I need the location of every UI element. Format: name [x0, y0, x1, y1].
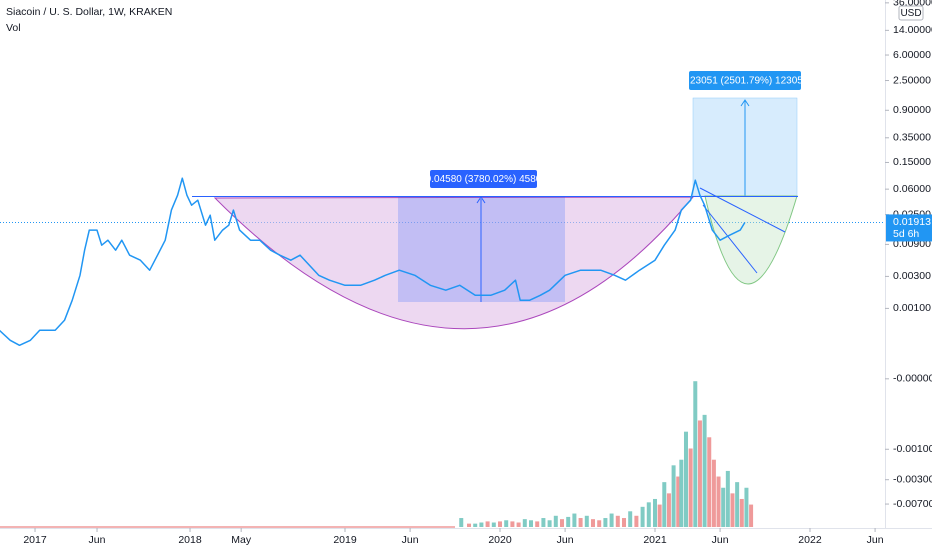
volume-bar	[739, 498, 744, 527]
last-price-box	[886, 214, 932, 242]
volume-bar	[541, 518, 546, 527]
volume-bar	[688, 448, 693, 527]
volume-bar	[559, 519, 564, 527]
x-tick-label: 2017	[23, 534, 47, 546]
y-tick-label: 14.00000	[893, 24, 932, 36]
volume-bar	[479, 522, 484, 527]
volume-bar	[652, 498, 657, 527]
volume-bar	[485, 521, 490, 527]
y-tick-label: 6.00000	[893, 49, 931, 61]
volume-label[interactable]: Vol	[6, 22, 21, 34]
volume-bar	[744, 487, 749, 527]
volume-bar	[572, 513, 577, 527]
x-tick-label: Jun	[557, 534, 574, 546]
volume-bar	[566, 516, 571, 527]
volume-bar	[721, 487, 726, 527]
y-tick-label: 0.00100	[893, 302, 931, 314]
volume-bar	[491, 522, 496, 527]
x-tick-label: Jun	[89, 534, 106, 546]
countdown-label: 5d 6h	[893, 228, 919, 240]
volume-bar	[697, 420, 702, 527]
volume-bar	[707, 437, 712, 527]
volume-bar	[621, 518, 626, 527]
y2-tick-label: -0.00100	[893, 443, 932, 455]
cup-shape[interactable]	[213, 196, 695, 330]
volume-bar	[749, 504, 754, 527]
volume-bar	[693, 381, 698, 527]
volume-bar	[679, 459, 684, 527]
volume-bar	[473, 523, 478, 527]
x-tick-label: 2019	[333, 534, 357, 546]
volume-bar	[467, 523, 472, 527]
volume-bar	[504, 520, 509, 527]
unit-label: USD	[900, 8, 921, 19]
annotation-box	[430, 170, 537, 188]
volume-bar	[711, 459, 716, 527]
volume-bar	[553, 515, 558, 527]
volume-bar	[522, 519, 527, 527]
x-tick-label: 2020	[488, 534, 512, 546]
last-price-label: 0.01913	[893, 216, 931, 228]
y2-tick-label: -0.00300	[893, 473, 932, 485]
volume-bar	[716, 476, 721, 527]
y-tick-label: 36.00000	[893, 0, 932, 9]
arrow-head	[740, 99, 750, 107]
volume-bar	[666, 493, 671, 527]
volume-bar	[578, 518, 583, 527]
volume-bar	[735, 482, 740, 527]
trend-line[interactable]	[699, 187, 786, 233]
volume-bar	[590, 519, 595, 527]
volume-bar	[662, 482, 667, 527]
volume-bar	[676, 476, 681, 527]
price-line	[0, 177, 746, 347]
volume-bar	[516, 522, 521, 527]
volume-bar	[683, 431, 688, 527]
volume-bar	[597, 520, 602, 527]
trend-line[interactable]	[702, 204, 758, 274]
annotation-box	[689, 71, 801, 90]
unit-box[interactable]	[898, 5, 924, 21]
volume-bar	[615, 515, 620, 527]
y2-tick-label: -0.00000	[893, 373, 932, 385]
y-tick-label: 0.35000	[893, 132, 931, 144]
volume-bar	[628, 511, 633, 527]
x-tick-label: 2021	[643, 534, 667, 546]
volume-bar	[634, 515, 639, 527]
y-tick-label: 0.00300	[893, 270, 931, 282]
x-tick-label: Jun	[867, 534, 884, 546]
x-tick-label: 2022	[798, 534, 822, 546]
volume-bar	[609, 513, 614, 527]
y2-tick-label: -0.00700	[893, 498, 932, 510]
volume-bar	[730, 493, 735, 527]
volume-bar	[547, 520, 552, 527]
volume-bar	[459, 518, 464, 527]
x-tick-label: Jun	[712, 534, 729, 546]
volume-bar	[535, 521, 540, 527]
volume-bar	[529, 520, 533, 527]
y-tick-label: 2.50000	[893, 74, 931, 86]
volume-bar	[640, 506, 645, 527]
volume-bar	[646, 502, 651, 527]
volume-bar	[657, 504, 662, 527]
volume-bar	[510, 521, 515, 527]
y-tick-label: 0.15000	[893, 156, 931, 168]
volume-bar	[725, 470, 730, 527]
volume-bar	[584, 515, 589, 527]
volume-bar	[671, 465, 676, 527]
annotation: 0.04580 (3780.02%) 4580	[426, 174, 542, 185]
annotation: 1.23051 (2501.79%) 123051	[682, 76, 809, 87]
x-tick-label: May	[231, 534, 252, 546]
symbol-title[interactable]: Siacoin / U. S. Dollar, 1W, KRAKEN	[6, 6, 172, 18]
x-tick-label: 2018	[178, 534, 202, 546]
volume-bar	[498, 521, 503, 527]
volume-bar	[603, 518, 608, 527]
volume-bar	[702, 414, 707, 527]
handle-shape[interactable]	[704, 195, 798, 285]
y-tick-label: 0.90000	[893, 104, 931, 116]
y-tick-label: 0.06000	[893, 183, 931, 195]
x-tick-label: Jun	[402, 534, 419, 546]
